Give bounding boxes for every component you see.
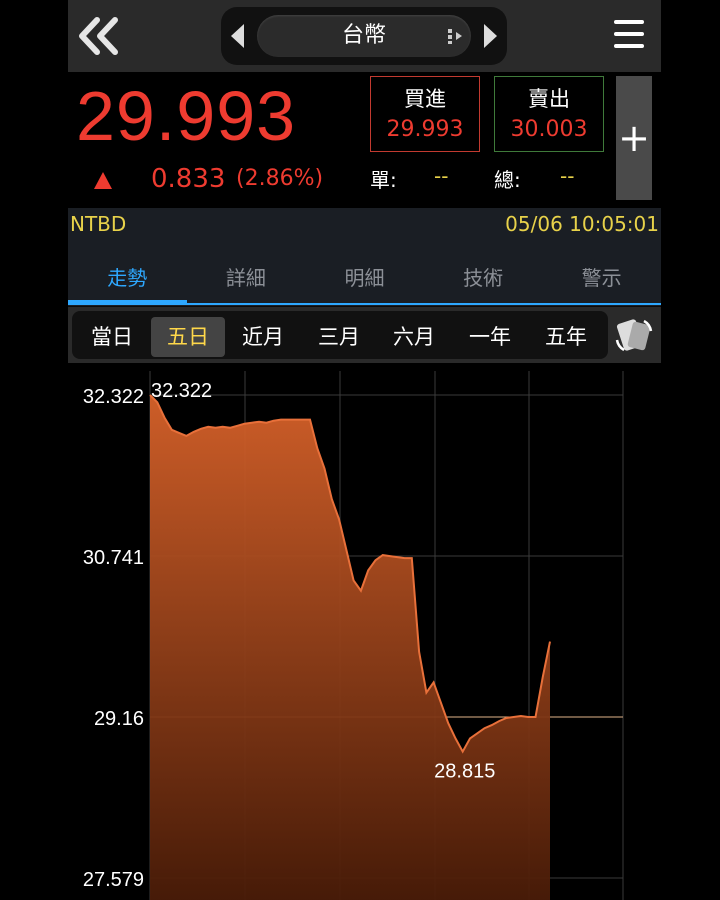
price-area-fill — [150, 395, 550, 900]
unit-value: -- — [434, 164, 449, 188]
sell-label: 賣出 — [528, 87, 570, 111]
symbol-title-pill[interactable]: 台幣 — [257, 15, 471, 57]
add-button[interactable]: + — [616, 76, 652, 200]
tab-ticks[interactable]: 明細 — [344, 266, 385, 290]
top-bar: 台幣 — [68, 0, 661, 72]
info-strip: NTBD 05/06 10:05:01 — [68, 208, 661, 242]
price-change: 0.833 — [151, 164, 226, 194]
chart-area — [149, 394, 551, 900]
buy-label: 買進 — [404, 87, 446, 111]
hamburger-menu-icon[interactable] — [614, 20, 648, 52]
price-change-percent: (2.86%) — [236, 166, 324, 191]
last-price: 29.993 — [76, 77, 297, 155]
symbol-switcher: 台幣 — [221, 7, 507, 65]
double-chevron-left-icon[interactable] — [76, 16, 122, 56]
tab-trend[interactable]: 走勢 — [107, 266, 148, 290]
max-value-label: 32.322 — [151, 380, 212, 402]
range-6m-button[interactable]: 六月 — [393, 325, 435, 349]
range-5y-button[interactable]: 五年 — [545, 325, 587, 349]
range-5d-button[interactable]: 五日 — [151, 317, 225, 357]
sell-value: 30.003 — [510, 117, 588, 142]
app-screen: 台幣 29.993 0.833 (2.86%) 買進 29.993 賣出 — [68, 0, 661, 900]
y-tick-label: 29.16 — [94, 708, 144, 730]
sell-box[interactable]: 賣出 30.003 — [494, 76, 604, 152]
range-bar: 當日 五日 近月 三月 六月 一年 五年 — [68, 307, 661, 363]
tab-selected-indicator — [68, 300, 187, 304]
tab-detail[interactable]: 詳細 — [225, 266, 266, 290]
rotate-screen-icon[interactable] — [614, 315, 654, 355]
range-3m-button[interactable]: 三月 — [318, 325, 360, 349]
price-line — [149, 394, 551, 754]
grip-icon — [447, 28, 463, 44]
total-label: 總: — [494, 168, 521, 192]
buy-box[interactable]: 買進 29.993 — [370, 76, 480, 152]
chart-labels: 32.322 30.741 29.16 27.579 32.322 28.815 — [83, 380, 495, 891]
next-symbol-button[interactable] — [484, 24, 497, 48]
tab-bar: 走勢 詳細 明細 技術 警示 — [68, 242, 661, 306]
tab-divider — [68, 303, 661, 305]
min-value-label: 28.815 — [434, 761, 495, 783]
quote-panel: 29.993 0.833 (2.86%) 買進 29.993 賣出 30.003… — [68, 72, 661, 208]
price-chart[interactable]: 32.322 30.741 29.16 27.579 32.322 28.815 — [68, 363, 661, 900]
range-1y-button[interactable]: 一年 — [469, 325, 511, 349]
y-tick-label: 30.741 — [83, 547, 144, 569]
chart-canvas: 32.322 30.741 29.16 27.579 32.322 28.815 — [83, 371, 624, 900]
y-tick-label: 27.579 — [83, 869, 144, 891]
range-1m-button[interactable]: 近月 — [242, 325, 284, 349]
tab-technical[interactable]: 技術 — [463, 266, 504, 290]
tab-alert[interactable]: 警示 — [581, 266, 622, 290]
symbol-code: NTBD — [70, 212, 127, 236]
y-tick-label: 32.322 — [83, 386, 144, 408]
quote-timestamp: 05/06 10:05:01 — [505, 212, 659, 236]
triangle-up-icon — [94, 172, 112, 189]
total-value: -- — [560, 164, 575, 188]
range-selector: 當日 五日 近月 三月 六月 一年 五年 — [72, 311, 608, 359]
range-1d-button[interactable]: 當日 — [91, 325, 133, 349]
unit-label: 單: — [370, 168, 397, 192]
previous-symbol-button[interactable] — [231, 24, 244, 48]
buy-value: 29.993 — [386, 117, 464, 142]
page-title: 台幣 — [341, 23, 386, 48]
